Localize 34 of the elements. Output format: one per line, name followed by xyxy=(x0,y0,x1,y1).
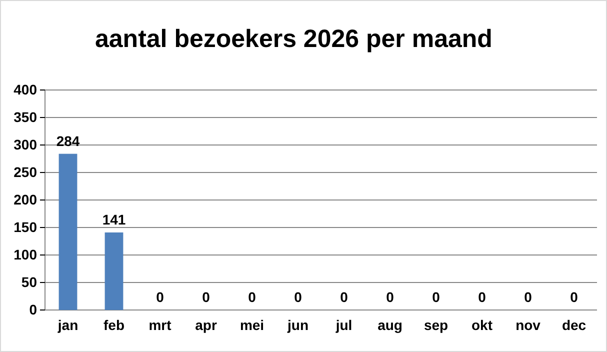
data-label: 0 xyxy=(156,289,164,305)
x-tick-label: jan xyxy=(56,316,78,333)
y-tick-label: 200 xyxy=(14,191,38,208)
y-tick-label: 250 xyxy=(14,164,38,180)
data-label: 0 xyxy=(386,289,394,305)
data-label: 0 xyxy=(340,289,348,305)
data-label: 0 xyxy=(294,289,302,305)
data-label: 0 xyxy=(570,289,578,305)
data-label: 0 xyxy=(478,289,486,305)
data-label: 0 xyxy=(524,289,532,305)
x-tick-label: feb xyxy=(104,316,124,333)
x-tick-label: aug xyxy=(378,316,402,333)
y-tick-label: 300 xyxy=(14,136,38,152)
data-label: 0 xyxy=(202,289,210,305)
x-tick-label: jun xyxy=(286,316,308,333)
x-tick-label: apr xyxy=(195,316,218,333)
x-tick-label: dec xyxy=(562,316,586,333)
y-tick-label: 50 xyxy=(21,274,38,290)
y-tick-label: 350 xyxy=(14,108,38,125)
chart-title: aantal bezoekers 2026 per maand xyxy=(95,25,492,53)
y-tick-label: 0 xyxy=(29,301,38,318)
data-label: 284 xyxy=(56,132,80,149)
x-tick-label: jul xyxy=(334,316,352,333)
y-tick-label: 400 xyxy=(14,81,38,98)
y-tick-label: 150 xyxy=(14,218,38,235)
data-label: 141 xyxy=(102,211,126,228)
x-tick-label: mei xyxy=(240,316,264,333)
x-tick-label: nov xyxy=(516,316,541,333)
x-tick-label: mrt xyxy=(148,316,172,333)
data-label: 0 xyxy=(248,289,256,305)
x-tick-label: okt xyxy=(472,316,493,333)
y-tick-label: 100 xyxy=(14,246,38,262)
data-label: 0 xyxy=(432,289,440,305)
x-tick-label: sep xyxy=(424,316,448,333)
